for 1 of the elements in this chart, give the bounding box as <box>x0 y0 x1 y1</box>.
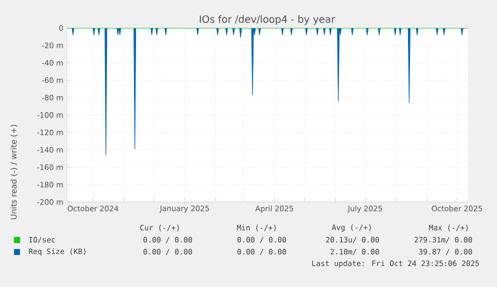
chart-title: IOs for /dev/loop4 - by year <box>200 15 336 25</box>
